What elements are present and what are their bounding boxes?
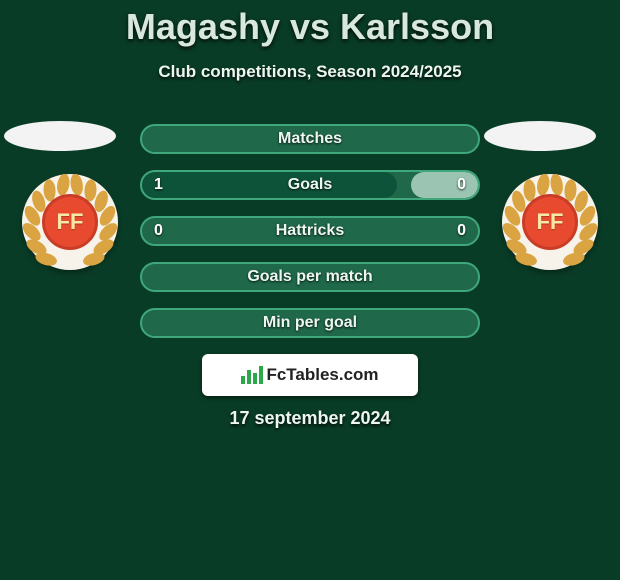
stat-fill-right bbox=[411, 172, 478, 198]
club-badge-left: FF bbox=[22, 174, 118, 270]
bar-chart-icon bbox=[241, 366, 263, 384]
stat-row: Min per goal bbox=[140, 308, 480, 338]
stat-row: Goals10 bbox=[140, 170, 480, 200]
page-title: Magashy vs Karlsson bbox=[0, 6, 620, 48]
stat-fill-left bbox=[142, 172, 397, 198]
stat-row: Matches bbox=[140, 124, 480, 154]
player-shadow-right bbox=[484, 121, 596, 151]
stat-track bbox=[140, 262, 480, 292]
stat-track bbox=[140, 124, 480, 154]
stat-track bbox=[140, 170, 480, 200]
club-badge-inner: FF bbox=[522, 194, 578, 250]
fctables-logo-text: FcTables.com bbox=[241, 365, 378, 385]
page-subtitle: Club competitions, Season 2024/2025 bbox=[0, 62, 620, 82]
stat-track bbox=[140, 308, 480, 338]
player-shadow-left bbox=[4, 121, 116, 151]
stat-row: Hattricks00 bbox=[140, 216, 480, 246]
fctables-logo[interactable]: FcTables.com bbox=[202, 354, 418, 396]
snapshot-date: 17 september 2024 bbox=[0, 408, 620, 429]
stat-row: Goals per match bbox=[140, 262, 480, 292]
stat-track bbox=[140, 216, 480, 246]
club-badge-inner: FF bbox=[42, 194, 98, 250]
comparison-card: Magashy vs Karlsson Club competitions, Se… bbox=[0, 0, 620, 580]
club-badge-right: FF bbox=[502, 174, 598, 270]
